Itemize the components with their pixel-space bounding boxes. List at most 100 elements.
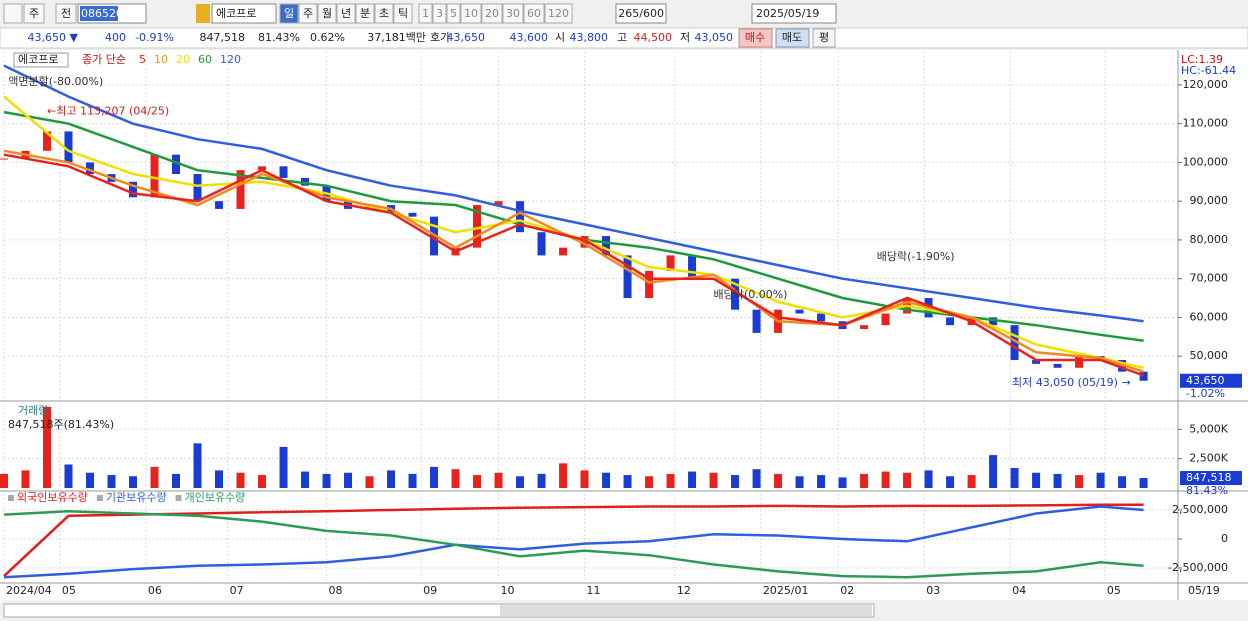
count-button[interactable] [432,3,447,24]
annotation: ←최고 113,207 (04/25) [47,104,169,117]
volume-bar [301,471,310,488]
moving-average [3,149,1144,373]
volume-bar [21,470,30,488]
period-select[interactable] [23,3,45,24]
volume-bar [150,466,159,488]
volume-bar [215,470,224,488]
candle [494,201,503,206]
candle [602,236,611,256]
candle [150,154,159,198]
prev: 전 [61,7,71,20]
ask: 43,650 [447,31,486,44]
avg-button[interactable] [812,28,836,48]
volume-bar [193,443,202,488]
open: 43,800 [570,31,609,44]
scroll-thumb[interactable] [500,605,872,616]
candle [129,181,138,198]
count-button[interactable] [418,3,433,24]
volume-bar [989,455,998,488]
legend-swatch [175,495,182,501]
name-box[interactable] [211,3,277,24]
y-tick-label: 90,000 [1190,194,1229,207]
volume-bar [1010,468,1019,488]
volume-bar [1053,473,1062,488]
volume-bar [946,476,955,488]
volume-bar [344,472,353,488]
buy: 매수 [745,31,765,44]
unit-button[interactable] [355,3,375,24]
candle [236,170,245,209]
unit-button[interactable] [279,3,299,24]
volume-bar [516,476,525,488]
volume-bar [494,472,503,488]
avg: 평 [819,31,829,44]
volume-bar [666,473,675,488]
annotation: 배당락(0.00%) [714,288,788,301]
x-tick-label: 11 [587,584,601,597]
unit-button[interactable] [336,3,356,24]
candle [301,177,310,186]
candle [946,317,955,326]
candle [172,154,181,175]
count-label: 120 [548,7,569,20]
prev-select[interactable] [55,3,77,24]
y-tick-label: 110,000 [1183,117,1229,130]
candle [752,309,761,333]
candle [1032,360,1041,364]
chart-bg [0,50,1248,600]
x-tick-label: 06 [148,584,162,597]
volume-bar [645,476,654,488]
buy-button[interactable] [738,28,773,48]
sell-button[interactable] [775,28,810,48]
volume-bar [924,470,933,488]
count-button[interactable] [523,3,545,24]
legend-swatch [8,495,14,501]
bars-box[interactable] [615,3,667,24]
volume-bar [129,476,138,488]
legend-entry: 10 [154,53,168,66]
ask-label: 호가 [430,31,450,44]
count-label: 1 [422,7,429,20]
candle [1075,356,1084,368]
date-box[interactable] [751,3,837,24]
candle [193,174,202,202]
unit-label: 월 [322,7,332,20]
candle [731,278,740,310]
unit-button[interactable] [374,3,394,24]
legend-entry: 60 [198,53,212,66]
volume-bar [623,475,632,488]
candle [989,317,998,326]
legend-entry: 외국인보유수량 [17,491,88,504]
volume-bar [1096,472,1105,488]
volume-bar [473,475,482,488]
volume-bar [1139,478,1148,488]
candle [473,205,482,248]
candle [215,201,224,209]
low-label: 저 [680,31,690,44]
annotation: 최저 43,050 (05/19) → [1012,376,1131,389]
count-label: 10 [464,7,478,20]
volume-bar [795,476,804,488]
unit-button[interactable] [298,3,318,24]
count-button[interactable] [544,3,573,24]
candle [43,131,52,151]
volume-bar [365,476,374,488]
y-tick-label: 50,000 [1190,349,1229,362]
plot-area: 120,000 110,000 100,000 90,000 80,000 70,000 6… [0,52,1242,597]
menu-button[interactable] [3,3,23,24]
candle [623,255,632,299]
volume-bar [967,475,976,488]
volume-bar [838,477,847,488]
volume-bar [580,470,589,488]
volume-bar [731,475,740,488]
count-button[interactable] [481,3,503,24]
x-tick-label: 07 [230,584,244,597]
count-button[interactable] [460,3,482,24]
count-button[interactable] [502,3,524,24]
volume-bar [0,473,8,488]
unit-button[interactable] [393,3,413,24]
volume-bar [1032,472,1041,488]
unit-button[interactable] [317,3,337,24]
count-button[interactable] [446,3,461,24]
